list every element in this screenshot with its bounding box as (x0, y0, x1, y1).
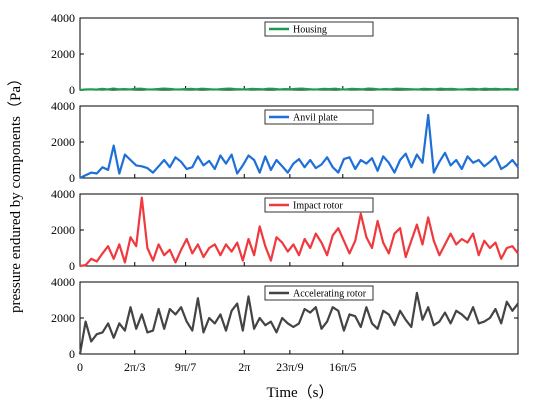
y-tick-label: 0 (69, 83, 75, 97)
series-line-impact-rotor (79, 196, 519, 268)
panel-impact-rotor: 0 2000 4000 Impact rotor (51, 187, 519, 273)
y-tick-label: 4000 (51, 11, 75, 25)
x-tick-label: 2π (238, 360, 250, 374)
y-tick-label: 4000 (51, 187, 75, 201)
series-line-anvil-plate (79, 113, 519, 179)
y-tick-label: 2000 (51, 47, 75, 61)
legend-box (264, 109, 374, 125)
legend-box (264, 21, 374, 37)
x-tick-label: 9π/7 (175, 360, 196, 374)
y-tick-label: 4000 (51, 99, 75, 113)
y-tick-label: 2000 (51, 311, 75, 325)
legend-impact-rotor: Impact rotor (264, 197, 374, 213)
x-tick-label: 23π/9 (276, 360, 303, 374)
panel-housing: 0 2000 4000 Housing (51, 11, 519, 97)
x-ticks-group: 0 2π/3 9π/7 2π 23π/9 16π/5 (77, 360, 357, 374)
x-tick-label: 2π/3 (124, 360, 145, 374)
y-tick-label: 0 (69, 171, 75, 185)
panel-anvil-plate: 0 2000 4000 Anvil plate (51, 99, 519, 185)
x-axis-title: Time（s） (267, 384, 334, 401)
legend-label: Impact rotor (293, 201, 343, 212)
y-tick-label: 2000 (51, 135, 75, 149)
series-line-accelerating-rotor (78, 291, 519, 355)
y-tick-label: 2000 (51, 223, 75, 237)
y-tick-label: 4000 (51, 275, 75, 289)
legend-label: Anvil plate (293, 113, 338, 124)
series-line-housing (79, 87, 519, 92)
y-axis-title: pressure endured by components（Pa） (7, 71, 24, 313)
legend-box (264, 285, 374, 301)
legend-label: Housing (293, 25, 327, 36)
x-tick-label: 16π/5 (329, 360, 356, 374)
legend-box (264, 197, 374, 213)
legend-anvil-plate: Anvil plate (264, 109, 374, 125)
legend-accelerating-rotor: Accelerating rotor (264, 285, 374, 301)
y-tick-label: 0 (69, 347, 75, 361)
panel-accelerating-rotor: 0 2000 4000 Accelerating rotor (51, 275, 519, 361)
panels-group: 0 2000 4000 Housing 0 2000 4000 Anvil plate 0 200… (51, 11, 519, 361)
y-tick-label: 0 (69, 259, 75, 273)
legend-label: Accelerating rotor (293, 289, 367, 300)
x-tick-label: 0 (77, 360, 83, 374)
legend-housing: Housing (264, 21, 374, 37)
